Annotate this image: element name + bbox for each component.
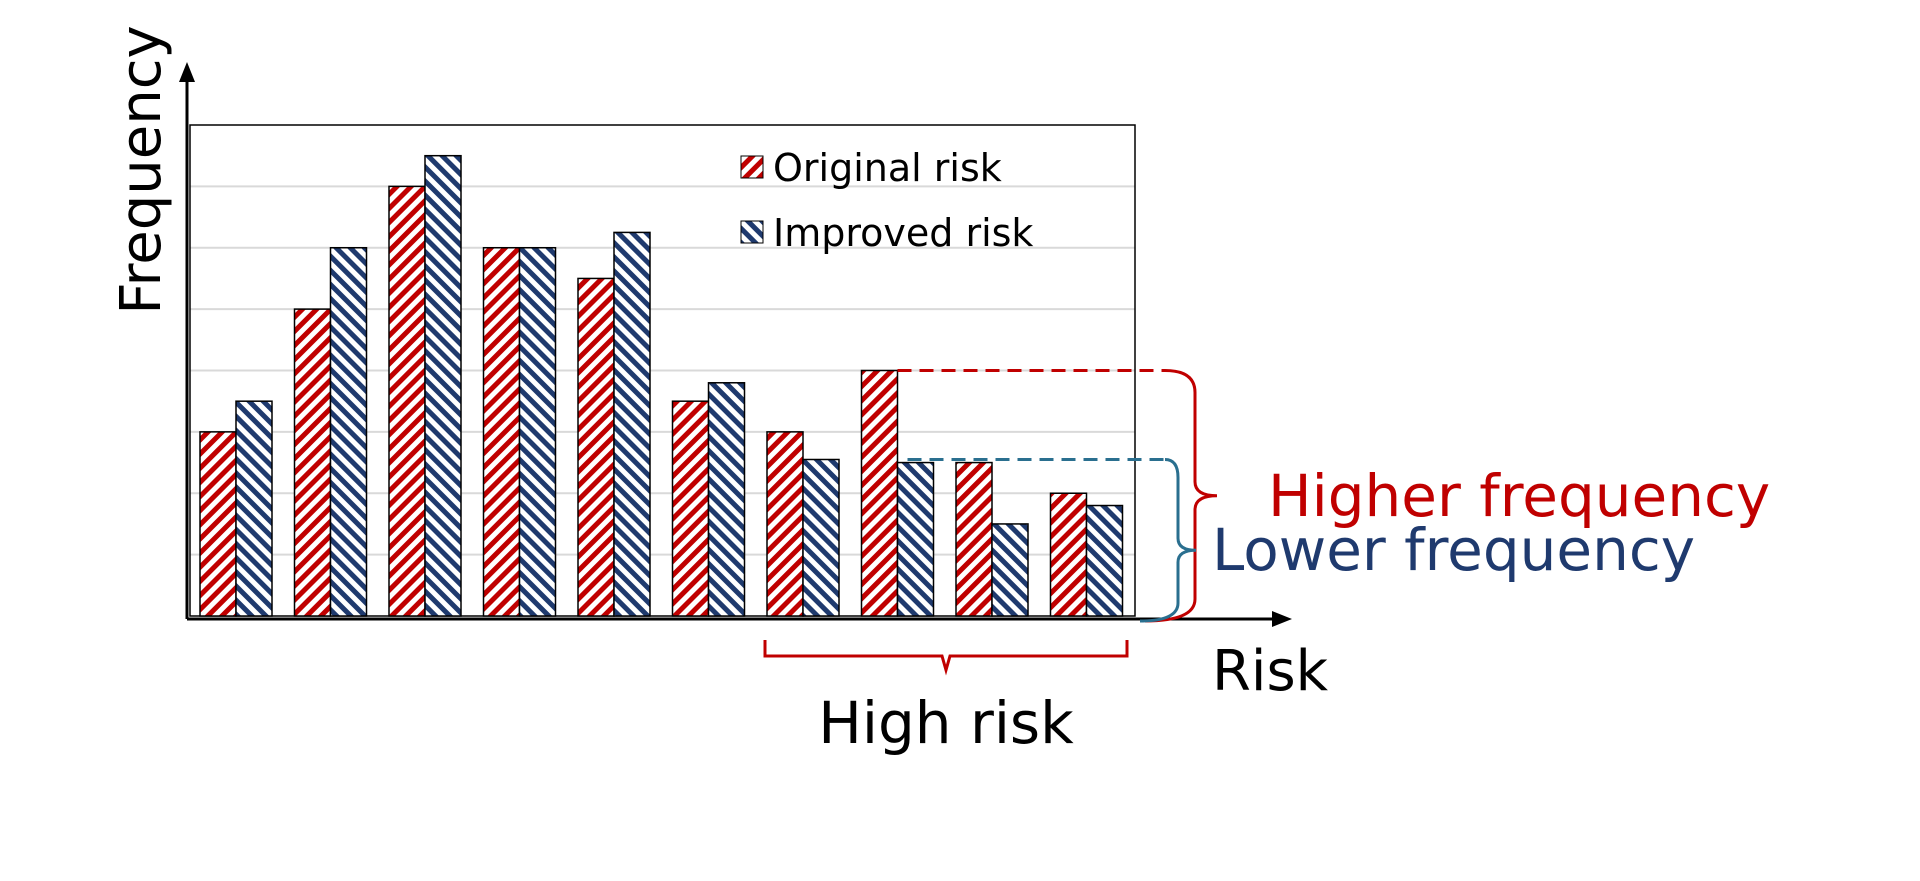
legend-swatch-improved — [740, 220, 764, 244]
high-risk-brace — [763, 640, 1129, 676]
bar-original-2 — [388, 185, 426, 617]
bar-improved-1 — [329, 247, 368, 617]
bar-improved-0 — [235, 400, 273, 617]
lower-frequency-label: Lower frequency — [1212, 516, 1695, 584]
bar-original-9 — [1049, 492, 1088, 617]
bar-improved-3 — [518, 247, 557, 617]
legend-label-original: Original risk — [773, 146, 1002, 190]
bar-original-6 — [766, 431, 804, 617]
bar-original-3 — [482, 247, 521, 617]
bar-original-5 — [671, 400, 710, 617]
bar-improved-5 — [707, 382, 746, 617]
bar-original-4 — [577, 277, 615, 617]
bar-original-1 — [293, 308, 332, 617]
lower-frequency-brace — [1139, 457, 1197, 623]
legend: Original risk Improved risk — [740, 146, 1033, 255]
y-axis-arrow — [179, 62, 195, 82]
legend-swatch-original — [740, 155, 764, 179]
plot-frame — [189, 124, 1136, 617]
bar-improved-2 — [424, 154, 462, 617]
higher-frequency-brace — [1144, 369, 1218, 623]
bar-improved-4 — [613, 231, 651, 617]
x-axis-arrow — [1272, 611, 1292, 627]
higher-frequency-label: Higher frequency — [1268, 462, 1770, 530]
bar-improved-6 — [802, 458, 840, 617]
bars — [199, 154, 1124, 617]
legend-label-improved: Improved risk — [773, 211, 1033, 255]
bar-improved-9 — [1085, 504, 1124, 617]
bar-original-0 — [199, 431, 237, 617]
high-risk-label: High risk — [818, 689, 1074, 757]
x-axis-label: Risk — [1212, 639, 1329, 704]
bar-original-7 — [860, 369, 899, 617]
bar-improved-7 — [896, 461, 935, 617]
y-axis-label: Frequency — [109, 25, 174, 314]
bar-improved-8 — [991, 523, 1029, 617]
bar-original-8 — [955, 461, 993, 617]
